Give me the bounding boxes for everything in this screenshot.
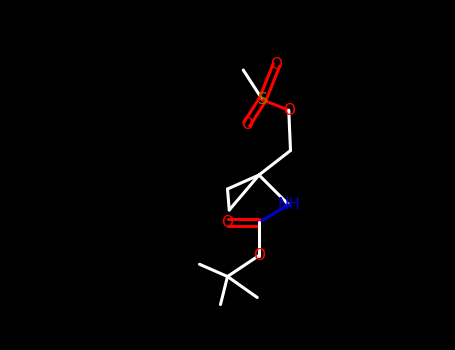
Text: S: S: [258, 92, 268, 107]
Text: NH: NH: [277, 197, 300, 212]
Text: O: O: [222, 215, 233, 230]
Text: O: O: [241, 117, 253, 132]
Text: O: O: [271, 57, 283, 72]
Text: O: O: [283, 103, 295, 118]
Text: O: O: [253, 248, 265, 263]
